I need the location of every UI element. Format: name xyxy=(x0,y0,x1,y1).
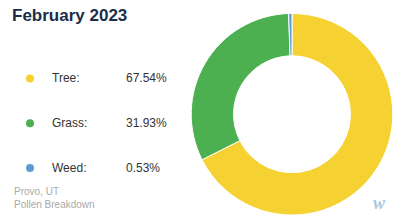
svg-text:February 2023: February 2023 xyxy=(12,6,127,25)
svg-text:31.93%: 31.93% xyxy=(126,116,167,130)
svg-text:Weed:: Weed: xyxy=(52,161,86,175)
svg-text:Provo, UTPollen Breakdown: Provo, UTPollen Breakdown xyxy=(14,186,95,210)
svg-text:0.53%: 0.53% xyxy=(126,161,160,175)
svg-text:w: w xyxy=(373,193,386,213)
svg-text:Grass:: Grass: xyxy=(52,116,87,130)
svg-text:Tree:: Tree: xyxy=(52,71,80,85)
svg-text:67.54%: 67.54% xyxy=(126,71,167,85)
